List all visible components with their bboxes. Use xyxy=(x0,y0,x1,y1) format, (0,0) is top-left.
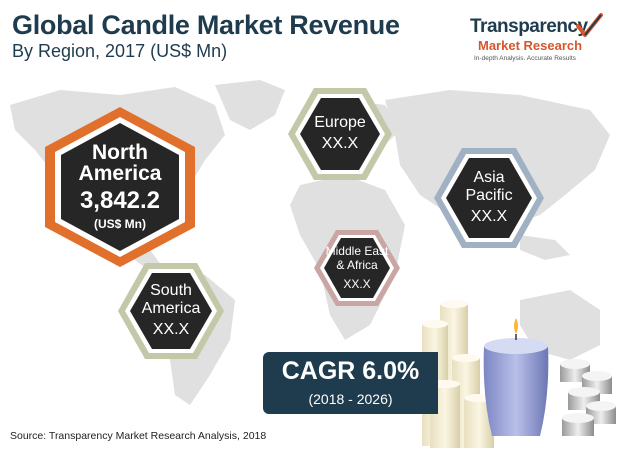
logo-text-line2: Market Research xyxy=(478,38,583,53)
north-america-label-line2: America xyxy=(78,162,162,185)
south-america-hexagon: South America XX.X xyxy=(118,263,224,359)
page-subtitle: By Region, 2017 (US$ Mn) xyxy=(12,41,228,61)
middle-east-africa-label-line1: Middle East xyxy=(325,244,389,258)
north-america-label-line1: North xyxy=(92,141,148,164)
middle-east-africa-value: XX.X xyxy=(343,277,371,291)
candles-illustration xyxy=(422,300,616,448)
north-america-unit: (US$ Mn) xyxy=(94,217,146,231)
page-title: Global Candle Market Revenue xyxy=(12,10,400,40)
south-america-label-line1: South xyxy=(150,282,192,299)
cagr-value: CAGR 6.0% xyxy=(281,357,420,385)
north-america-hexagon: North America 3,842.2 (US$ Mn) xyxy=(45,107,195,267)
source-note: Source: Transparency Market Research Ana… xyxy=(10,430,267,442)
asia-pacific-value: XX.X xyxy=(470,208,508,225)
cagr-badge: CAGR 6.0% (2018 - 2026) xyxy=(263,352,438,414)
logo-text-line1: Transparency xyxy=(470,16,588,37)
middle-east-africa-hexagon: Middle East & Africa XX.X xyxy=(314,230,400,306)
north-america-value: 3,842.2 xyxy=(79,187,161,214)
europe-value: XX.X xyxy=(321,135,359,152)
europe-hexagon: Europe XX.X xyxy=(288,88,392,180)
europe-label: Europe xyxy=(314,114,366,131)
cagr-period: (2018 - 2026) xyxy=(308,391,393,407)
brand-logo: Transparency Market Research In-depth An… xyxy=(470,12,603,70)
south-america-value: XX.X xyxy=(152,321,190,338)
asia-pacific-hexagon: Asia Pacific XX.X xyxy=(434,148,544,248)
checkmark-icon xyxy=(576,13,603,37)
logo-tagline: In-depth Analysis. Accurate Results xyxy=(474,55,576,62)
south-america-label-line2: America xyxy=(141,300,201,317)
middle-east-africa-label-line2: & Africa xyxy=(336,258,378,272)
asia-pacific-label-line2: Pacific xyxy=(465,187,513,204)
asia-pacific-label-line1: Asia xyxy=(473,169,505,186)
